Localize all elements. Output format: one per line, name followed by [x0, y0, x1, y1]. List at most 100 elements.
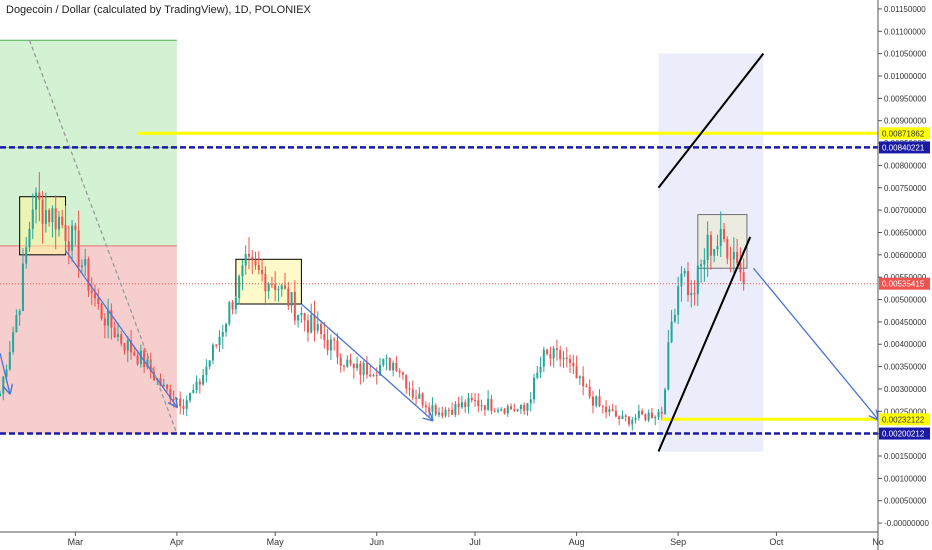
candle-body [254, 260, 257, 266]
candle-body [306, 320, 309, 333]
candle-body [572, 363, 575, 367]
candle-body [202, 375, 205, 385]
candle-body [5, 369, 8, 377]
candle-body [215, 344, 218, 346]
candle-body [267, 283, 270, 292]
candle-body [159, 378, 162, 387]
candle-body [585, 386, 588, 388]
candle-body [241, 265, 244, 277]
y-tick-label: 0.00350000 [884, 363, 927, 372]
candle-body [460, 402, 463, 408]
candle-body [736, 251, 739, 263]
candle-body [634, 418, 637, 420]
candle-body [113, 327, 116, 337]
candle-body [120, 334, 123, 344]
candle-body [310, 314, 313, 333]
candle-body [188, 392, 192, 401]
candle-body [329, 339, 332, 351]
x-tick-label: Oct [769, 537, 784, 547]
candle-body [614, 410, 617, 417]
x-tick-label: Aug [569, 537, 585, 547]
candle-body [647, 412, 650, 421]
candle-body [369, 374, 372, 377]
candle-body [451, 410, 454, 415]
candle-body [536, 372, 539, 378]
candle-body [388, 357, 391, 371]
candle-body [57, 216, 60, 230]
candle-body [621, 415, 624, 420]
y-tick-label: 0.00600000 [884, 251, 927, 260]
candle-body [418, 393, 421, 399]
candle-body [444, 409, 447, 416]
candle-body [251, 256, 254, 261]
candle-body [375, 375, 378, 377]
projection-arrow [753, 267, 878, 419]
candle-body [126, 340, 129, 351]
price-label: 0.00871862 [882, 129, 925, 138]
candle-body [130, 340, 133, 353]
candle-body [71, 225, 74, 251]
candle-body [424, 405, 427, 408]
y-tick-label: 0.01050000 [884, 50, 927, 59]
candle-body [228, 302, 231, 324]
candle-body [162, 384, 165, 387]
candle-body [660, 411, 663, 414]
candle-body [149, 359, 152, 372]
candle-body [12, 332, 15, 352]
y-tick-label: 0.00650000 [884, 228, 927, 237]
candle-body [516, 409, 519, 411]
y-tick-label: 0.00550000 [884, 273, 927, 282]
candle-body [107, 310, 110, 326]
candle-body [293, 292, 296, 321]
candle-body [18, 310, 21, 316]
candle-body [274, 284, 277, 290]
candle-body [611, 409, 614, 411]
candle-body [480, 405, 483, 407]
candle-body [434, 405, 437, 415]
price-label-bg [879, 277, 930, 290]
candle-body [415, 397, 418, 399]
candle-body [44, 210, 47, 224]
x-tick-label: Apr [170, 537, 184, 547]
x-tick-label: Mar [68, 537, 84, 547]
x-tick-label: Jul [469, 537, 481, 547]
candle-body [565, 357, 568, 360]
candle-body [398, 370, 401, 373]
candle-body [61, 216, 64, 225]
candle-body [618, 416, 621, 420]
candle-body [539, 366, 542, 373]
candle-body [644, 414, 647, 421]
candle-body [300, 313, 303, 316]
price-label-bg [879, 427, 930, 440]
candle-body [97, 298, 100, 305]
chart-title: Dogecoin / Dollar (calculated by Trading… [6, 4, 311, 16]
candle-body [218, 336, 221, 346]
candle-body [359, 363, 362, 375]
candle-body [379, 365, 382, 376]
candle-body [297, 315, 300, 321]
candle-body [624, 415, 627, 417]
x-tick-label: Jun [369, 537, 384, 547]
candle-body [67, 241, 70, 251]
price-label-bg [879, 141, 930, 154]
candle-body [116, 334, 119, 337]
candle-body [133, 352, 136, 356]
candle-body [686, 271, 690, 296]
projection-arrow [300, 303, 432, 420]
candle-body [349, 359, 352, 364]
candle-body [510, 406, 513, 410]
candle-body [84, 259, 87, 266]
candle-body [690, 293, 693, 296]
candle-body [483, 405, 486, 410]
candle-body [284, 285, 287, 289]
candle-body [51, 208, 54, 223]
y-tick-label: 0.00050000 [884, 497, 927, 506]
candle-body [290, 292, 293, 306]
y-tick-label: -0.00000000 [884, 519, 929, 528]
candle-body [706, 234, 709, 260]
candle-body [477, 400, 480, 407]
candle-body [523, 405, 526, 411]
candle-body [437, 412, 441, 415]
candle-body [470, 397, 473, 401]
